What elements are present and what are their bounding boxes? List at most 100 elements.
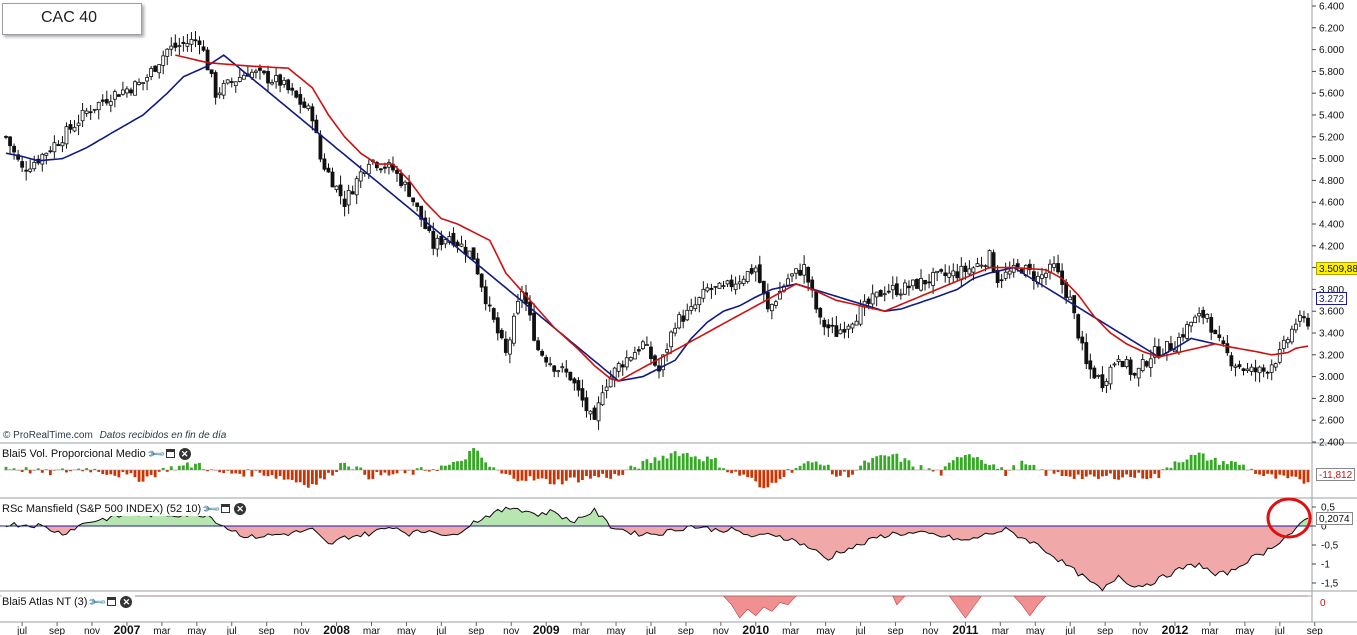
candle-body: [616, 363, 621, 372]
wrench-icon[interactable]: 🔧: [200, 498, 222, 519]
volume-bar: [161, 467, 165, 470]
volume-bar: [1258, 470, 1262, 475]
candle-body: [411, 197, 416, 203]
volume-bar: [560, 470, 564, 485]
volume-bar: [988, 464, 991, 470]
volume-bar: [8, 469, 12, 470]
y-tick-label: 3.000: [1319, 372, 1344, 383]
source-brand[interactable]: © ProRealTime.com: [3, 430, 93, 441]
candle-body: [774, 301, 778, 306]
volume-bar: [302, 470, 306, 486]
window-icon[interactable]: [165, 449, 175, 458]
candle-body: [278, 74, 283, 86]
candle-body: [1015, 263, 1020, 268]
wrench-icon[interactable]: 🔧: [87, 591, 108, 612]
volume-bar: [1125, 470, 1128, 475]
volume-bar: [1080, 470, 1084, 480]
volume-bar: [1242, 464, 1245, 470]
candle-body: [898, 293, 903, 296]
candle-body: [294, 90, 299, 98]
y-tick-label: 3.200: [1319, 350, 1344, 361]
y-tick-label: 6.000: [1319, 45, 1344, 56]
candle-body: [915, 278, 919, 289]
volume-bar: [891, 454, 895, 470]
candle-body: [44, 152, 49, 156]
volume-bar: [419, 467, 423, 470]
volume-bar: [605, 470, 609, 478]
candle-body: [923, 279, 927, 285]
volume-bar: [415, 468, 419, 470]
candle-body: [1197, 312, 1202, 317]
volume-bar: [1000, 467, 1004, 470]
volume-bar: [1282, 470, 1286, 476]
volume-bar: [669, 453, 673, 470]
y-tick-label: 3.800: [1319, 285, 1344, 296]
candle-body: [741, 278, 746, 284]
volume-bar: [1141, 470, 1145, 479]
volume-bar: [1274, 470, 1278, 479]
window-icon[interactable]: [107, 597, 117, 606]
candle-body: [374, 161, 379, 169]
candle-body: [213, 72, 218, 98]
close-icon[interactable]: ✕: [178, 447, 191, 460]
volume-bar: [681, 453, 685, 470]
candle-body: [1289, 328, 1294, 343]
volume-bar: [1221, 461, 1225, 470]
wrench-icon[interactable]: 🔧: [145, 443, 166, 464]
candle-body: [310, 106, 315, 122]
candle-body: [282, 79, 287, 85]
y-tick-label: 6.200: [1319, 23, 1344, 34]
volume-bar: [1076, 470, 1080, 475]
volume-bar: [177, 465, 181, 470]
volume-bar: [1056, 470, 1060, 473]
highlight-circle: [1266, 497, 1312, 539]
window-icon[interactable]: [221, 504, 231, 513]
close-icon[interactable]: ✕: [120, 595, 133, 608]
candle-body: [1269, 364, 1274, 373]
volume-bar: [564, 470, 568, 481]
volume-bar: [1262, 470, 1266, 476]
candle-body: [645, 344, 649, 346]
candle-body: [995, 269, 1000, 283]
volume-bar: [286, 470, 290, 480]
volume-bar: [1101, 470, 1104, 477]
volume-bar: [697, 459, 701, 470]
volume-bar: [1185, 459, 1189, 470]
volume-bar: [1133, 470, 1137, 478]
y-tick-label: 4.800: [1319, 176, 1344, 187]
rs-positive-area: [6, 507, 1308, 526]
volume-bar: [814, 461, 818, 470]
candle-body: [165, 48, 170, 57]
volume-bar: [766, 470, 770, 488]
candle-body: [991, 252, 996, 273]
candle-body: [4, 136, 8, 138]
volume-bar: [1294, 470, 1298, 477]
volume-bar: [290, 470, 294, 480]
volume-bar: [762, 470, 766, 489]
close-icon[interactable]: ✕: [234, 502, 247, 515]
volume-bar: [472, 448, 475, 470]
volume-bar: [69, 470, 72, 472]
volume-bar: [1278, 470, 1282, 475]
candle-body: [266, 71, 270, 84]
candle-body: [1189, 321, 1193, 327]
candle-body: [745, 271, 750, 282]
volume-bar: [1189, 454, 1193, 470]
candle-body: [52, 142, 57, 153]
candle-body: [931, 272, 936, 286]
volume-bar: [443, 465, 447, 470]
candle-body: [943, 272, 948, 277]
candle-body: [60, 142, 65, 147]
candle-body: [838, 329, 843, 335]
volume-bar: [919, 465, 923, 470]
candle-body: [1257, 366, 1262, 374]
candle-body: [673, 327, 678, 334]
y-tick-label: 4.400: [1319, 220, 1344, 231]
candle-body: [870, 293, 875, 305]
volume-bar: [270, 470, 274, 476]
atlas-value-tag: 0: [1320, 598, 1326, 609]
volume-bar: [109, 470, 113, 475]
volume-bar: [657, 460, 661, 470]
candle-body: [479, 273, 484, 288]
candle-body: [632, 352, 637, 360]
